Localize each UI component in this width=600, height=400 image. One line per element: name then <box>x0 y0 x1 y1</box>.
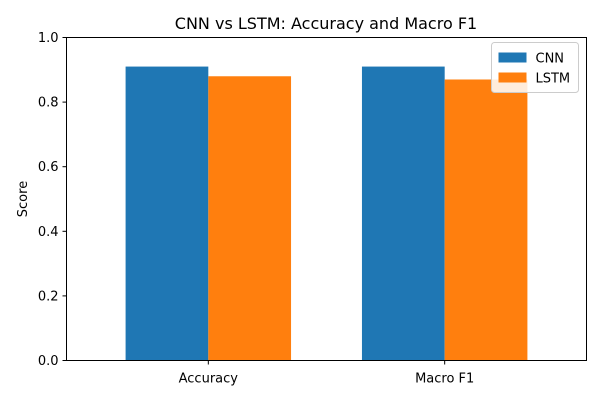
chart-title: CNN vs LSTM: Accuracy and Macro F1 <box>175 14 477 33</box>
plot-frame <box>66 37 587 361</box>
bar-cnn-accuracy <box>125 66 209 361</box>
legend-label-lstm: LSTM <box>536 72 571 87</box>
bar-lstm-macro-f1 <box>444 79 528 361</box>
bars-group <box>125 66 528 361</box>
bar-cnn-macro-f1 <box>361 66 445 361</box>
y-tick-label: 0.8 <box>38 96 59 111</box>
y-axis-label: Score <box>16 181 31 217</box>
legend-swatch-lstm <box>498 72 527 83</box>
bar-lstm-accuracy <box>208 76 292 361</box>
legend: CNN LSTM <box>491 42 579 93</box>
legend-label-cnn: CNN <box>536 52 565 67</box>
y-tick-label: 0.0 <box>38 354 59 369</box>
y-tick-label: 0.2 <box>38 289 59 304</box>
x-tick-label: Accuracy <box>179 372 239 387</box>
legend-swatch-cnn <box>498 52 527 63</box>
y-axis-ticks: 0.0 0.2 0.4 0.6 0.8 1.0 <box>38 31 67 369</box>
y-tick-label: 0.4 <box>38 225 59 240</box>
y-tick-label: 0.6 <box>38 160 59 175</box>
x-axis-ticks: Accuracy Macro F1 <box>179 360 474 387</box>
y-tick-label: 1.0 <box>38 31 59 46</box>
x-tick-label: Macro F1 <box>415 372 474 387</box>
